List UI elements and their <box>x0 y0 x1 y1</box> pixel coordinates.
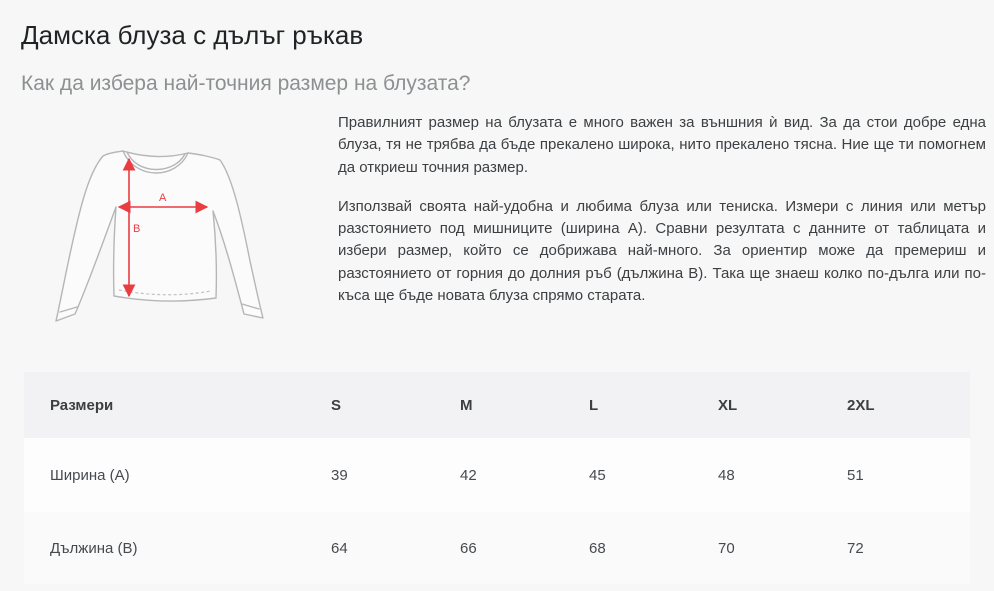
length-value-2xl: 72 <box>847 539 864 557</box>
right-cuff-seam <box>241 303 260 310</box>
width-arrow-label: A <box>159 192 167 204</box>
width-value-l: 45 <box>589 466 606 484</box>
length-value-s: 64 <box>331 539 348 557</box>
size-table-row-length: Дължина (B) 64 66 68 70 72 <box>24 512 970 584</box>
length-value-l: 68 <box>589 539 606 557</box>
width-value-s: 39 <box>331 466 348 484</box>
blouse-outline <box>55 150 264 322</box>
size-table-header-sizes: Размери <box>50 396 114 414</box>
width-value-xl: 48 <box>718 466 735 484</box>
width-value-m: 42 <box>460 466 477 484</box>
size-table-row-width: Ширина (A) 39 42 45 48 51 <box>24 438 970 512</box>
page-subtitle: Как да избера най-точния размер на блуза… <box>21 72 471 95</box>
blouse-illustration-svg: A B <box>55 150 264 322</box>
row-label-length: Дължина (B) <box>50 539 138 557</box>
hem-stitch-line <box>118 289 212 296</box>
size-table-header-row: Размери S M L XL 2XL <box>24 372 970 438</box>
intro-paragraph-2: Използвай своята най-удобна и любима блу… <box>338 197 986 305</box>
length-value-m: 66 <box>460 539 477 557</box>
size-table: Размери S M L XL 2XL Ширина (A) 39 42 45… <box>24 372 970 584</box>
page-title: Дамска блуза с дълъг ръкав <box>21 20 364 50</box>
row-label-width: Ширина (A) <box>50 466 130 484</box>
blouse-measurement-diagram: A B <box>40 118 320 348</box>
intro-paragraph-1: Правилният размер на блузата е много важ… <box>338 114 986 176</box>
size-table-header-2xl: 2XL <box>847 396 875 414</box>
size-table-header-s: S <box>331 396 342 414</box>
size-table-header-l: L <box>589 396 599 414</box>
intro-text: Правилният размер на блузата е много важ… <box>338 112 986 324</box>
width-value-2xl: 51 <box>847 466 864 484</box>
length-arrow-label: B <box>133 223 140 235</box>
size-table-header-m: M <box>460 396 473 414</box>
size-table-header-xl: XL <box>718 396 738 414</box>
left-cuff-seam <box>59 306 78 313</box>
length-value-xl: 70 <box>718 539 735 557</box>
